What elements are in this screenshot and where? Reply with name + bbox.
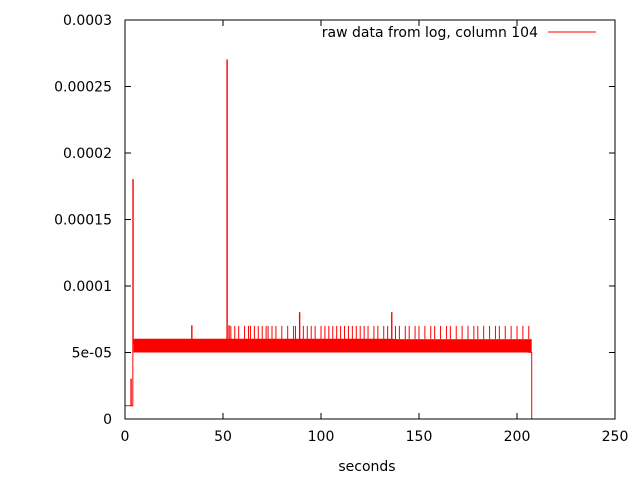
y-tick-label: 0.0002: [63, 146, 112, 162]
series-noise-band: [133, 339, 532, 353]
x-tick-label: 100: [308, 429, 335, 445]
x-tick-label: 150: [406, 429, 433, 445]
x-axis-label: seconds: [338, 459, 395, 475]
legend: raw data from log, column 104: [322, 25, 596, 41]
series-line: [125, 59, 533, 420]
x-tick-label: 250: [602, 429, 629, 445]
chart-marks: [125, 59, 533, 420]
axis-ticks: 0 50 100 150 200 250 0 5e-05 0.0001 0.00015 0.0002…: [54, 13, 628, 445]
y-tick-label: 0.0003: [63, 13, 112, 29]
legend-entry-label: raw data from log, column 104: [322, 25, 538, 41]
y-tick-label: 0: [103, 412, 112, 428]
y-tick-label: 0.00015: [54, 213, 112, 229]
plot-frame: [124, 19, 616, 420]
x-tick-label: 50: [214, 429, 232, 445]
x-tick-label: 200: [504, 429, 531, 445]
x-tick-label: 0: [121, 429, 130, 445]
y-tick-label: 0.0001: [63, 279, 112, 295]
y-tick-label: 0.00025: [54, 80, 112, 96]
y-tick-label: 5e-05: [72, 346, 112, 362]
